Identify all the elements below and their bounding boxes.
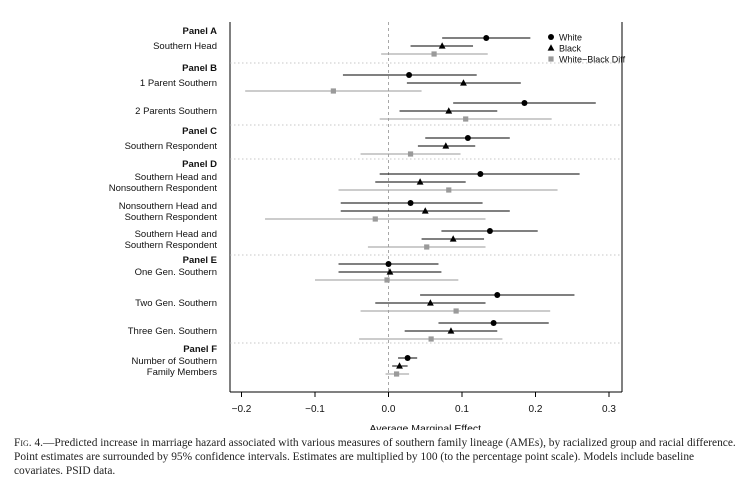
diff-estimate-point	[431, 51, 437, 57]
black-estimate-point	[396, 362, 403, 369]
legend-label: White	[559, 33, 582, 43]
white-estimate-point	[477, 171, 484, 177]
black-estimate-point	[421, 207, 429, 214]
white-estimate-point	[494, 292, 501, 298]
white-estimate-point	[486, 228, 493, 234]
row-label: Southern Respondent	[125, 141, 218, 152]
row-label: Southern Head	[153, 41, 217, 52]
diff-estimate-point	[372, 216, 378, 222]
white-estimate-point	[483, 35, 490, 41]
black-estimate-point	[416, 178, 424, 185]
legend-marker-circle	[548, 34, 554, 40]
row-label: Southern Respondent	[125, 212, 218, 223]
diff-estimate-point	[384, 277, 390, 283]
panel-label: Panel E	[183, 255, 217, 266]
diff-estimate-point	[428, 336, 434, 342]
legend-marker-triangle	[547, 44, 555, 51]
black-estimate-point	[447, 327, 455, 334]
row-label: Three Gen. Southern	[128, 326, 217, 337]
diff-estimate-point	[463, 116, 469, 122]
panel-label: Panel A	[183, 26, 218, 37]
forest-plot: −0.2 −0.1 0.0 0.1 0.2 0.3 Average Marginal Eff…	[109, 22, 626, 430]
x-tick-label: 0.0	[382, 404, 396, 415]
black-estimate-point	[445, 107, 453, 114]
panel-label: Panel D	[182, 159, 217, 170]
black-estimate-point	[460, 79, 467, 86]
white-estimate-point	[464, 135, 471, 141]
row-label: Family Members	[147, 367, 217, 378]
legend-marker-square	[548, 56, 554, 62]
row-label: 1 Parent Southern	[140, 78, 217, 89]
row-label: Southern Head and	[135, 172, 217, 183]
row-label: One Gen. Southern	[135, 267, 217, 278]
diff-estimate-point	[407, 151, 414, 157]
x-tick-label: −0.2	[232, 404, 252, 415]
black-estimate-point	[438, 42, 446, 49]
white-estimate-point	[406, 72, 413, 78]
white-estimate-point	[521, 100, 528, 106]
legend-label: Black	[559, 44, 582, 54]
white-estimate-point	[404, 355, 411, 361]
x-axis-label: Average Marginal Effect	[369, 423, 481, 430]
row-label: Southern Head and	[135, 229, 217, 240]
white-estimate-point	[385, 261, 392, 267]
caption-text: —Predicted increase in marriage hazard a…	[14, 437, 736, 477]
x-tick-label: −0.1	[305, 404, 325, 415]
figure-label: Fig. 4.	[14, 437, 44, 449]
panel-label: Panel F	[183, 344, 217, 355]
panel-label: Panel C	[182, 126, 217, 137]
legend-label: White−Black Diff	[559, 55, 626, 65]
row-label: Nonsouthern Head and	[119, 201, 217, 212]
row-label: 2 Parents Southern	[135, 106, 217, 117]
black-estimate-point	[386, 268, 394, 275]
figure-caption: Fig. 4.—Predicted increase in marriage h…	[14, 436, 742, 478]
diff-estimate-point	[453, 308, 459, 314]
diff-estimate-point	[330, 88, 336, 94]
white-estimate-point	[490, 320, 497, 326]
x-tick-label: 0.3	[602, 404, 616, 415]
row-label: Southern Respondent	[125, 240, 218, 251]
row-label: Number of Southern	[131, 356, 217, 367]
diff-estimate-point	[424, 244, 430, 250]
panel-label: Panel B	[182, 63, 217, 74]
black-estimate-point	[449, 235, 457, 242]
row-label: Nonsouthern Respondent	[109, 183, 218, 194]
black-estimate-point	[426, 299, 434, 306]
row-label: Two Gen. Southern	[135, 298, 217, 309]
x-tick-label: 0.1	[455, 404, 469, 415]
white-estimate-point	[407, 200, 414, 206]
x-tick-label: 0.2	[529, 404, 543, 415]
diff-estimate-point	[393, 371, 400, 377]
black-estimate-point	[442, 142, 450, 149]
diff-estimate-point	[446, 187, 452, 193]
